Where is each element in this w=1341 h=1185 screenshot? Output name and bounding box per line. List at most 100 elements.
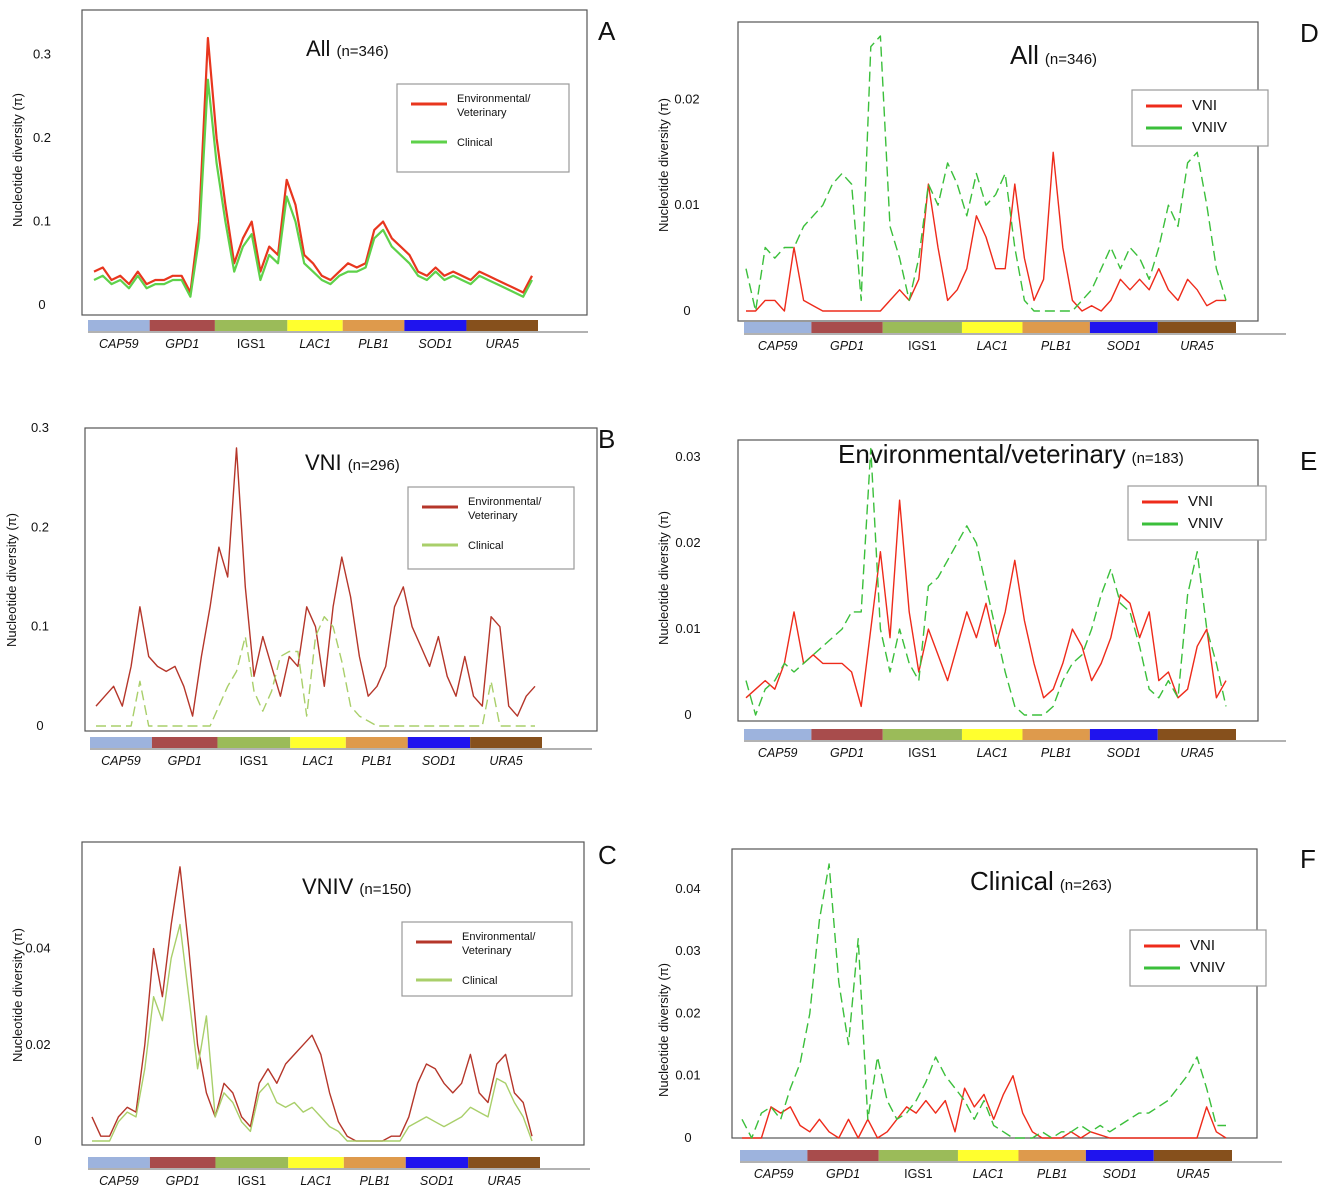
series-line-red xyxy=(93,36,533,294)
gene-segment xyxy=(151,737,218,748)
y-tick-label: 0 xyxy=(684,1130,691,1145)
y-tick-label: 0.02 xyxy=(25,1037,50,1052)
y-tick-label: 0 xyxy=(683,303,690,318)
y-axis-label: Nucleotide diversity (π) xyxy=(656,511,671,645)
chart-subtitle: (n=296) xyxy=(348,457,400,474)
plot-frame xyxy=(84,427,598,732)
gene-label: LAC1 xyxy=(977,339,1008,353)
y-tick-label: 0 xyxy=(36,718,43,733)
y-tick-label: 0.02 xyxy=(675,1005,700,1020)
chart-subtitle: (n=346) xyxy=(1045,51,1097,68)
gene-label: PLB1 xyxy=(1041,746,1072,760)
y-axis-label: Nucleotide diversity (π) xyxy=(10,928,25,1062)
gene-segment xyxy=(811,729,883,740)
gene-label: IGS1 xyxy=(904,1167,933,1181)
legend-label: VNI xyxy=(1190,937,1215,954)
legend-label: Environmental/ xyxy=(457,93,531,105)
y-tick-label: 0 xyxy=(38,297,45,312)
gene-segment xyxy=(405,1157,469,1168)
gene-label: URA5 xyxy=(487,1174,520,1185)
y-axis-label: Nucleotide diversity (π) xyxy=(656,98,671,232)
chart-subtitle: (n=346) xyxy=(336,43,388,60)
y-tick-label: 0.04 xyxy=(25,941,50,956)
gene-segment xyxy=(1089,322,1158,333)
y-tick-label: 0.1 xyxy=(31,619,49,634)
series-line-green xyxy=(92,923,533,1142)
series-line-green xyxy=(741,863,1226,1139)
y-tick-label: 0.1 xyxy=(33,214,51,229)
chart-panel-d: 0.02 0.01 0 Nucleotide diversity (π) D All (n=… xyxy=(656,18,1319,353)
gene-segment xyxy=(811,322,883,333)
plot-frame xyxy=(737,439,1259,722)
gene-label: URA5 xyxy=(486,337,519,351)
gene-label: PLB1 xyxy=(361,754,392,768)
chart-subtitle: (n=183) xyxy=(1132,450,1184,467)
gene-label: PLB1 xyxy=(1041,339,1072,353)
gene-segment xyxy=(287,320,343,331)
panel-letter: F xyxy=(1300,844,1316,874)
gene-segment xyxy=(88,1157,150,1168)
chart-subtitle: (n=150) xyxy=(359,881,411,898)
gene-label: LAC1 xyxy=(300,1174,331,1185)
gene-segment xyxy=(468,1157,540,1168)
chart-title: VNIV xyxy=(302,874,354,899)
gene-label: LAC1 xyxy=(973,1167,1004,1181)
gene-label: SOD1 xyxy=(422,754,456,768)
chart-panel-b: 0.3 0.2 0.1 0 Nucleotide diversity (π) B VNI (n… xyxy=(4,420,615,768)
chart-title: Clinical xyxy=(970,866,1054,896)
gene-label: CAP59 xyxy=(758,746,798,760)
gene-segment xyxy=(470,737,542,748)
gene-segment xyxy=(1022,322,1090,333)
gene-label: CAP59 xyxy=(99,1174,139,1185)
gene-segment xyxy=(744,322,812,333)
chart-title: All xyxy=(306,36,330,61)
series-line-green xyxy=(745,35,1227,312)
legend-box xyxy=(1127,485,1267,541)
gene-label: IGS1 xyxy=(908,339,937,353)
legend-box xyxy=(1131,89,1269,147)
gene-label: CAP59 xyxy=(99,337,139,351)
chart-panel-e: 0.03 0.02 0.01 0 Nucleotide diversity (π) E En… xyxy=(656,439,1317,760)
y-tick-label: 0.3 xyxy=(31,420,49,435)
y-tick-label: 0.3 xyxy=(33,47,51,62)
y-tick-label: 0.01 xyxy=(674,197,699,212)
legend-label: Clinical xyxy=(457,137,492,149)
gene-segment xyxy=(878,1150,958,1161)
y-tick-label: 0 xyxy=(34,1133,41,1148)
gene-segment xyxy=(1022,729,1090,740)
legend-label: Clinical xyxy=(468,540,503,552)
gene-label: IGS1 xyxy=(238,1174,267,1185)
series-line-green xyxy=(93,78,533,298)
y-tick-label: 0.04 xyxy=(675,881,700,896)
gene-segment xyxy=(1089,729,1158,740)
gene-label: PLB1 xyxy=(1037,1167,1068,1181)
gene-segment xyxy=(1153,1150,1232,1161)
chart-subtitle: (n=263) xyxy=(1060,877,1112,894)
y-tick-label: 0.2 xyxy=(31,519,49,534)
legend-label: VNIV xyxy=(1192,119,1227,136)
gene-label: LAC1 xyxy=(977,746,1008,760)
y-tick-label: 0.01 xyxy=(675,1068,700,1083)
gene-label: IGS1 xyxy=(237,337,266,351)
gene-segment xyxy=(1157,729,1236,740)
gene-label: SOD1 xyxy=(1107,339,1141,353)
legend-box xyxy=(401,921,573,997)
legend-label: VNIV xyxy=(1188,515,1223,532)
gene-label: CAP59 xyxy=(758,339,798,353)
y-tick-label: 0.03 xyxy=(675,943,700,958)
panel-letter: D xyxy=(1300,18,1319,48)
gene-label: CAP59 xyxy=(101,754,141,768)
y-tick-label: 0.03 xyxy=(675,449,700,464)
gene-label: SOD1 xyxy=(1107,746,1141,760)
gene-segment xyxy=(1018,1150,1086,1161)
y-tick-label: 0.01 xyxy=(675,621,700,636)
series-line-red xyxy=(746,151,1226,312)
gene-label: SOD1 xyxy=(1103,1167,1137,1181)
gene-segment xyxy=(149,320,215,331)
chart-panel-a: 0.3 0.2 0.1 0 Nucleotide diversity (π) A All (n… xyxy=(10,9,616,351)
gene-label: URA5 xyxy=(489,754,522,768)
gene-segment xyxy=(88,320,150,331)
legend-box xyxy=(1129,929,1267,987)
gene-label: LAC1 xyxy=(299,337,330,351)
